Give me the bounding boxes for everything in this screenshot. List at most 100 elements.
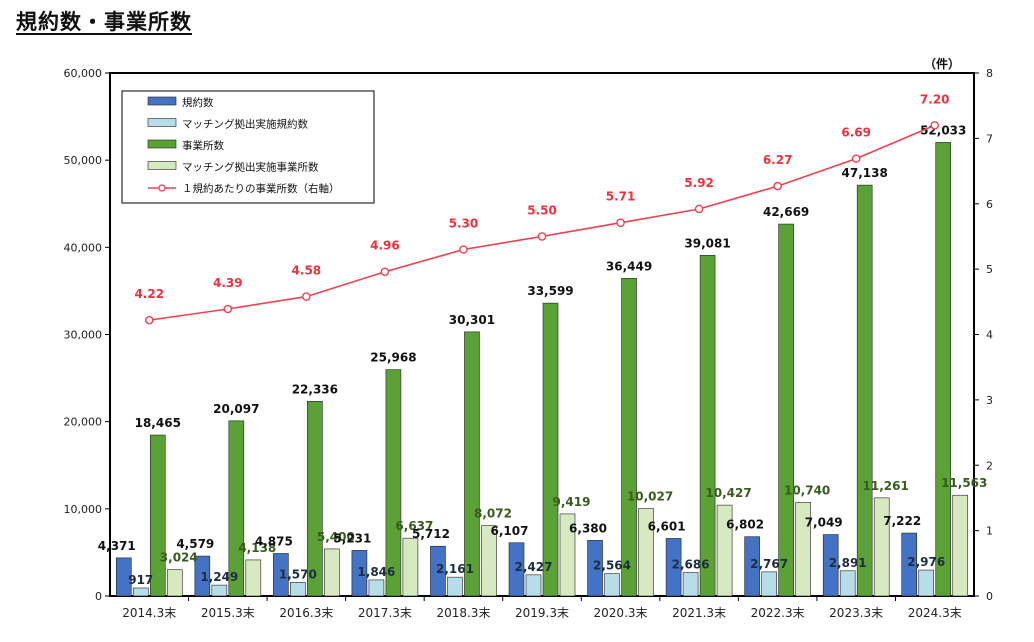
office-count-bar xyxy=(307,401,323,597)
legend-swatch xyxy=(147,118,177,127)
ratio-point xyxy=(380,267,390,277)
contract-count-bar xyxy=(744,536,760,597)
contract-count-bar xyxy=(351,550,368,597)
ratio-point xyxy=(694,204,704,214)
matching-contract-bar xyxy=(682,572,699,597)
ratio-label: 6.69 xyxy=(841,126,871,140)
y-left-tick-label: 30,000 xyxy=(64,329,103,342)
legend-label: 規約数 xyxy=(182,96,214,109)
contract-count-bar xyxy=(430,545,446,597)
contract-count-bar xyxy=(901,532,918,597)
y-right-tick-label: 1 xyxy=(986,525,993,538)
legend-swatch xyxy=(147,139,177,149)
contract-count-label: 5,712 xyxy=(412,527,450,541)
contract-count-label: 6,802 xyxy=(726,518,764,532)
matching-office-bar xyxy=(166,569,183,597)
y-right-tick-label: 3 xyxy=(986,394,993,407)
contract-count-label: 4,875 xyxy=(255,535,293,549)
ratio-label: 4.39 xyxy=(213,276,243,290)
y-right-tick-label: 8 xyxy=(986,67,993,80)
office-count-bar xyxy=(385,369,402,597)
matching-contract-bar xyxy=(211,584,228,597)
office-count-label: 52,033 xyxy=(920,123,966,137)
matching-office-label: 11,261 xyxy=(863,479,909,493)
matching-office-label: 11,563 xyxy=(941,476,987,490)
ratio-label: 6.27 xyxy=(763,153,793,167)
x-tick-label: 2016.3末 xyxy=(279,606,333,620)
y-right-tick-label: 4 xyxy=(986,329,993,342)
y-axis-right: 0 1 2 3 4 5 6 7 8 xyxy=(974,67,993,603)
matching-office-bar xyxy=(952,494,969,597)
x-tick-label: 2022.3末 xyxy=(751,606,805,620)
contract-count-bar xyxy=(587,540,603,597)
matching-contract-bar xyxy=(368,579,385,597)
bar-series xyxy=(115,142,969,597)
matching-office-bar xyxy=(481,525,497,597)
office-count-label: 30,301 xyxy=(449,313,495,327)
contract-count-label: 7,222 xyxy=(883,514,921,528)
ratio-label: 4.58 xyxy=(292,264,322,278)
contract-count-label: 4,371 xyxy=(98,539,136,553)
matching-office-label: 8,072 xyxy=(474,507,512,521)
contract-count-label: 4,579 xyxy=(176,537,214,551)
matching-office-bar xyxy=(716,504,733,597)
matching-office-label: 10,740 xyxy=(784,483,830,497)
matching-office-bar xyxy=(559,513,576,597)
office-count-label: 20,097 xyxy=(213,402,259,416)
matching-contract-bar xyxy=(447,576,463,597)
x-tick-label: 2017.3末 xyxy=(358,606,412,620)
ratio-point xyxy=(144,315,154,325)
ratio-label: 5.50 xyxy=(527,203,557,217)
x-tick-label: 2019.3末 xyxy=(515,606,569,620)
contract-count-bar xyxy=(822,534,839,597)
matching-contract-bar xyxy=(761,571,777,597)
matching-office-label: 10,027 xyxy=(627,490,673,504)
matching-contract-label: 2,891 xyxy=(829,556,867,570)
legend-label: 事業所数 xyxy=(182,139,224,152)
ratio-label: 4.22 xyxy=(134,287,164,301)
legend-label: マッチング拠出実施事業所数 xyxy=(182,161,319,174)
office-count-bar xyxy=(228,420,245,597)
contract-count-bar xyxy=(194,555,211,597)
matching-office-label: 5,400 xyxy=(317,530,355,544)
matching-contract-label: 2,976 xyxy=(907,555,945,569)
x-tick-label: 2021.3末 xyxy=(672,606,726,620)
office-count-bar xyxy=(542,302,559,597)
y-right-tick-label: 0 xyxy=(986,590,993,603)
y-right-tick-label: 2 xyxy=(986,459,993,472)
contract-count-bar xyxy=(508,542,525,597)
office-count-label: 18,465 xyxy=(135,416,181,430)
matching-contract-label: 1,249 xyxy=(200,570,238,584)
ratio-point xyxy=(223,304,233,314)
ratio-point xyxy=(930,121,940,130)
office-count-label: 33,599 xyxy=(527,284,573,298)
ratio-point xyxy=(302,292,311,301)
ratio-point xyxy=(537,232,547,241)
office-count-bar xyxy=(935,142,952,597)
matching-office-label: 9,419 xyxy=(553,495,591,509)
x-tick-label: 2014.3末 xyxy=(122,606,176,620)
ratio-label: 5.71 xyxy=(606,190,636,204)
x-tick-label: 2018.3末 xyxy=(436,606,490,620)
contract-count-bar xyxy=(665,538,682,597)
office-count-label: 36,449 xyxy=(606,259,652,273)
matching-office-bar xyxy=(402,537,419,597)
contract-count-bar xyxy=(115,557,132,597)
x-tick-label: 2015.3末 xyxy=(201,606,255,620)
matching-contract-bar xyxy=(839,570,856,597)
office-count-label: 47,138 xyxy=(842,166,888,180)
matching-contract-bar xyxy=(525,574,542,597)
contract-count-label: 6,601 xyxy=(648,519,686,533)
matching-office-bar xyxy=(873,497,890,597)
office-count-bar xyxy=(699,255,716,597)
legend-swatch xyxy=(147,96,177,106)
y-right-tick-label: 5 xyxy=(986,263,993,276)
matching-contract-label: 1,846 xyxy=(357,565,395,579)
page-title: 規約数・事業所数 xyxy=(16,10,192,34)
y-left-tick-label: 40,000 xyxy=(64,241,103,254)
ratio-point xyxy=(616,218,625,228)
ratio-label: 5.92 xyxy=(684,176,714,190)
legend-label: １規約あたりの事業所数（右軸） xyxy=(182,182,340,195)
